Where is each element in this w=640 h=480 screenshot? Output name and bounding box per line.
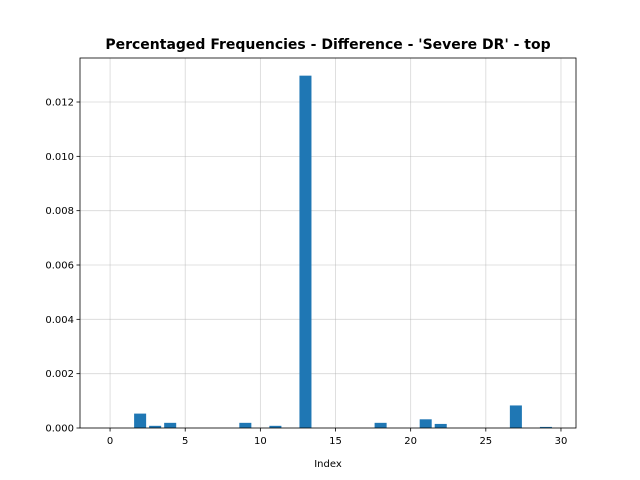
bar bbox=[509, 405, 522, 428]
x-tick-label: 30 bbox=[555, 436, 568, 447]
bar bbox=[539, 426, 552, 428]
bar bbox=[134, 413, 147, 428]
x-tick-label: 25 bbox=[479, 436, 492, 447]
x-axis-ticks: 0 5 10 15 20 25 30 bbox=[107, 428, 567, 447]
y-tick-label: 0.002 bbox=[45, 369, 74, 380]
chart-title: Percentaged Frequencies - Difference - '… bbox=[105, 37, 550, 53]
y-axis-ticks: 0.000 0.002 0.004 0.006 0.008 0.010 0.012 bbox=[45, 98, 80, 435]
y-tick-label: 0.010 bbox=[45, 152, 74, 163]
bar bbox=[374, 422, 387, 428]
bar bbox=[269, 425, 282, 428]
x-axis-label: Index bbox=[314, 459, 342, 470]
y-tick-label: 0.000 bbox=[45, 424, 74, 435]
x-tick-label: 10 bbox=[254, 436, 267, 447]
y-tick-label: 0.006 bbox=[45, 261, 74, 272]
bar bbox=[164, 422, 177, 428]
plot-frame bbox=[79, 57, 577, 429]
y-tick-label: 0.008 bbox=[45, 206, 74, 217]
bar bbox=[149, 425, 162, 428]
bars bbox=[134, 75, 552, 428]
x-tick-label: 5 bbox=[182, 436, 188, 447]
bar bbox=[434, 423, 447, 428]
bar bbox=[239, 422, 252, 428]
x-tick-label: 20 bbox=[404, 436, 417, 447]
y-tick-label: 0.012 bbox=[45, 98, 74, 109]
y-tick-label: 0.004 bbox=[45, 315, 74, 326]
grid bbox=[80, 58, 576, 429]
x-tick-label: 0 bbox=[107, 436, 113, 447]
bar bbox=[299, 75, 312, 428]
bar bbox=[419, 419, 432, 428]
x-tick-label: 15 bbox=[329, 436, 342, 447]
